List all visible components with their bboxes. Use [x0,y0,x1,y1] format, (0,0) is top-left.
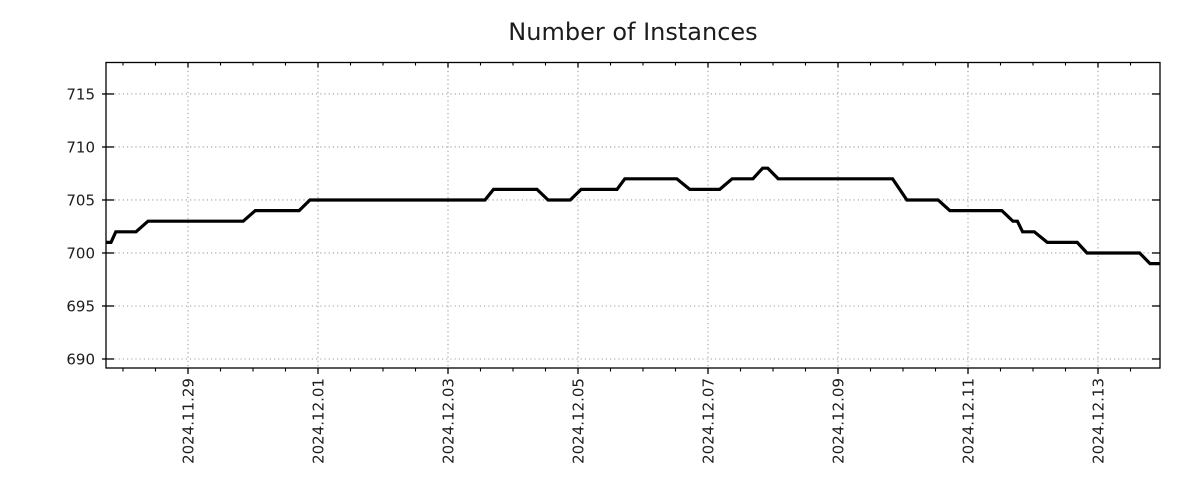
chart-title: Number of Instances [508,18,757,46]
y-tick-label: 695 [66,297,95,315]
axis-ticks [102,62,1160,374]
x-tick-label: 2024.12.01 [309,378,327,464]
series-line-instances [106,166,1160,266]
y-tick-label: 705 [66,191,95,209]
y-tick-label: 700 [66,244,95,262]
x-tick-label: 2024.11.29 [179,378,197,464]
x-tick-label: 2024.12.11 [960,378,978,464]
y-tick-label: 690 [66,350,95,368]
grid-lines [106,62,1160,368]
axis-tick-labels: 690 695 700 705 710 715 2024.11.29 2024.12.01 20… [66,85,1107,463]
x-tick-label: 2024.12.03 [439,378,457,464]
y-tick-label: 715 [66,85,95,103]
x-tick-label: 2024.12.07 [700,378,718,464]
y-tick-label: 710 [66,138,95,156]
x-tick-label: 2024.12.05 [569,378,587,464]
x-tick-label: 2024.12.09 [830,378,848,464]
plot-border [105,61,1161,369]
x-tick-label: 2024.12.13 [1090,378,1108,464]
series-layer [106,166,1160,266]
